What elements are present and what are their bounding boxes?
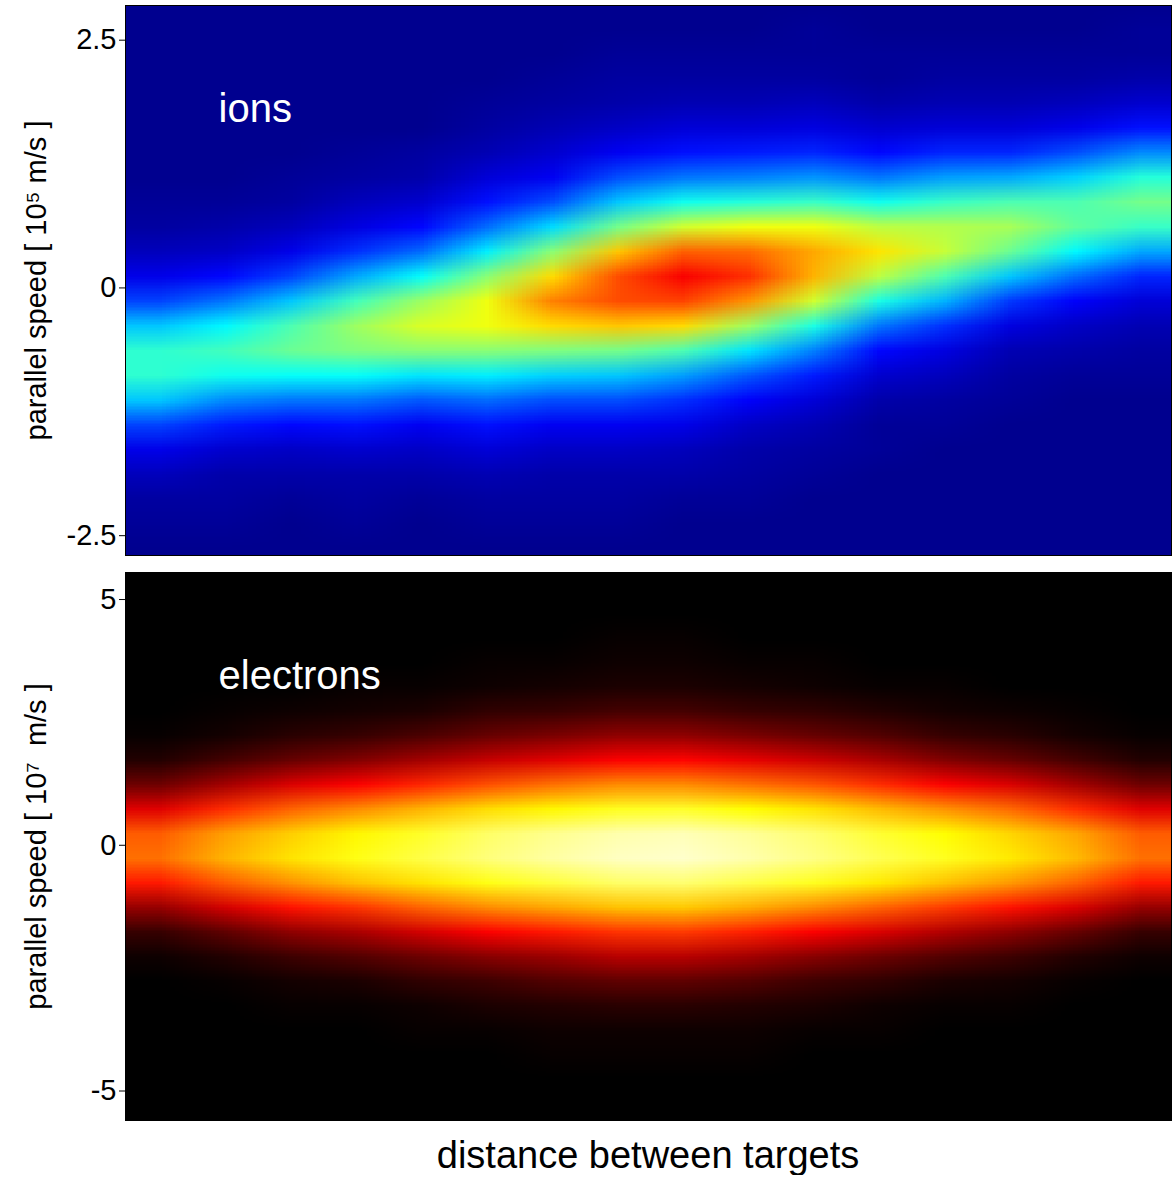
svg-text:parallel speed [ 10⁷ m/s ]: parallel speed [ 10⁷ m/s ] [20, 683, 52, 1009]
svg-text:-5: -5 [91, 1074, 117, 1106]
svg-text:0: 0 [100, 271, 116, 303]
html-text:distance between targets: distance between targets [436, 1134, 860, 1176]
svg-text:2.5: 2.5 [76, 23, 116, 55]
svg-text:-2.5: -2.5 [67, 519, 117, 551]
svg-text:ions: ions [219, 86, 292, 130]
svg-text:parallel speed [ 10⁵ m/s ]: parallel speed [ 10⁵ m/s ] [20, 121, 52, 441]
svg-text:electrons: electrons [219, 653, 381, 697]
svg-text:0: 0 [100, 829, 116, 861]
svg-text:5: 5 [100, 583, 116, 615]
